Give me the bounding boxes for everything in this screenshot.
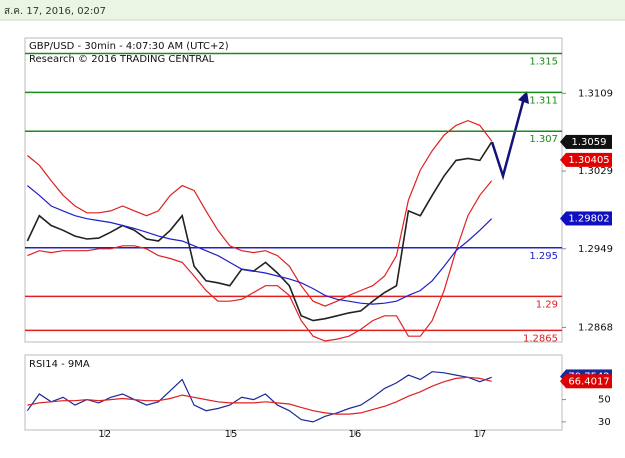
chart-subtitle: Research © 2016 TRADING CENTRAL — [29, 54, 215, 65]
price-marker-tip — [560, 374, 566, 389]
level-label: 1.295 — [529, 251, 558, 262]
price-marker-tip — [560, 134, 566, 149]
forecast-arrow-head — [518, 91, 529, 104]
x-tick-label: 16 — [348, 429, 361, 440]
y-tick-label: 50 — [598, 395, 611, 406]
top-bar — [0, 0, 625, 20]
level-label: 1.307 — [529, 134, 558, 145]
level-label: 1.315 — [529, 57, 558, 68]
price-marker — [566, 211, 612, 226]
price-marker — [566, 134, 612, 149]
y-tick-label: 1.3109 — [578, 88, 613, 99]
price-marker-label: 1.29802 — [568, 213, 609, 224]
rsi-title: RSI14 - 9MA — [29, 359, 90, 370]
y-tick-label: 1.2949 — [578, 244, 613, 255]
series-line — [27, 376, 492, 415]
price-marker-tip — [560, 211, 566, 226]
price-marker-label: 1.3059 — [572, 137, 607, 148]
x-tick-label: 15 — [225, 429, 238, 440]
level-label: 1.311 — [529, 95, 558, 106]
y-tick-label: 1.3029 — [578, 166, 613, 177]
series-line — [27, 180, 493, 342]
level-label: 1.29 — [536, 299, 558, 310]
series-line — [26, 371, 492, 423]
timestamp: ส.ค. 17, 2016, 02:07 — [4, 6, 106, 17]
level-label: 1.2865 — [523, 333, 558, 344]
price-marker — [566, 374, 612, 389]
x-tick-label: 17 — [473, 429, 486, 440]
y-tick-label: 30 — [598, 417, 611, 428]
price-marker-tip — [560, 152, 566, 167]
series-line — [27, 185, 493, 305]
forecast-arrow — [490, 97, 526, 181]
price-marker-label: 1.30405 — [568, 155, 609, 166]
x-tick-label: 12 — [98, 429, 111, 440]
price-marker — [566, 152, 612, 167]
price-panel — [24, 37, 563, 343]
rsi-panel — [24, 354, 563, 431]
y-tick-label: 1.2868 — [578, 322, 613, 333]
price-marker-label: 66.4017 — [568, 376, 609, 387]
series-line — [26, 141, 493, 322]
series-line — [27, 119, 493, 307]
chart-title: GBP/USD - 30min - 4:07:30 AM (UTC+2) — [29, 41, 229, 52]
